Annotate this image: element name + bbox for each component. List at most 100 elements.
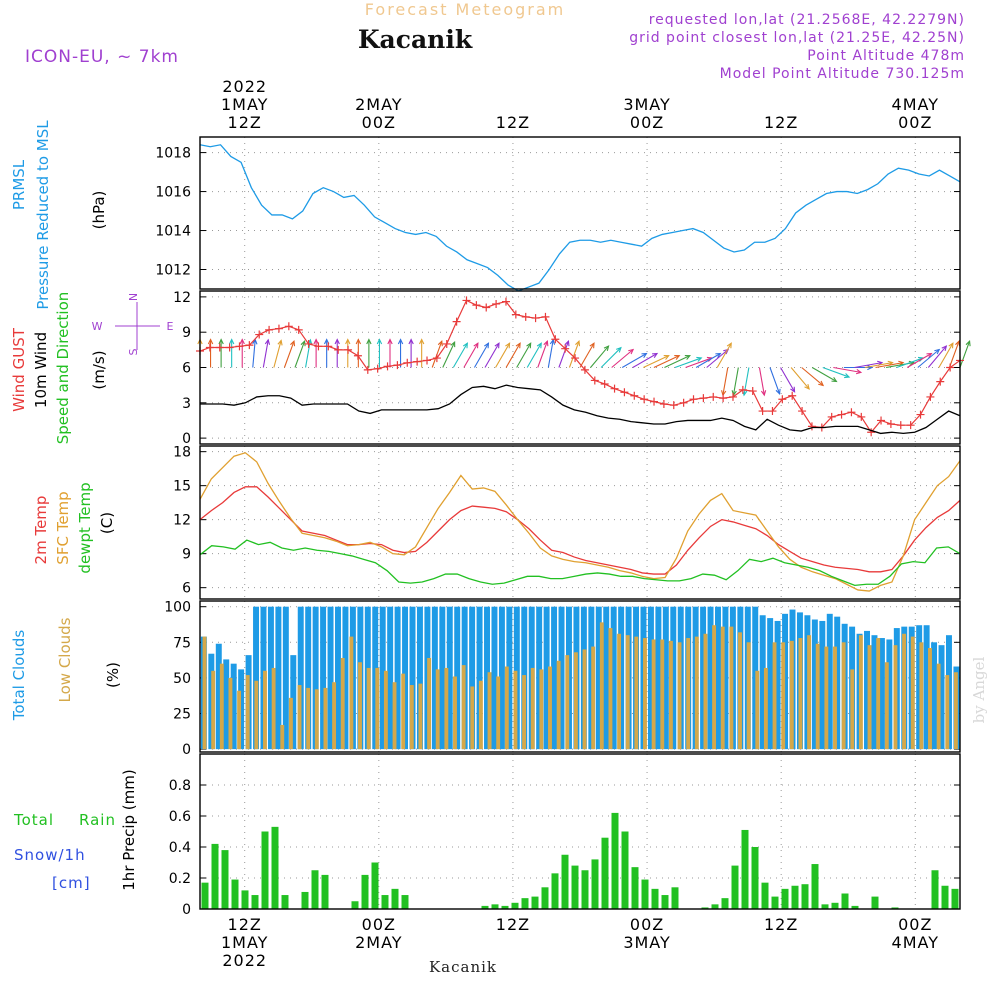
rain-bar (661, 895, 669, 909)
rain-bar (381, 895, 389, 909)
low-cloud-bar (893, 645, 898, 750)
rain-bar (261, 831, 269, 909)
low-cloud-bar (833, 646, 837, 750)
rain-bar (581, 870, 589, 909)
y-tick-label: 0.4 (169, 840, 191, 856)
wind-arrow (811, 367, 837, 382)
total-cloud-bar (722, 606, 729, 750)
rain-bar (241, 890, 249, 909)
low-cloud-bar (850, 669, 855, 750)
low-cloud-bar (444, 667, 449, 750)
rain-bar (221, 850, 229, 909)
gust-point (452, 317, 461, 326)
rain-bar (551, 873, 559, 909)
gust-point (561, 344, 570, 353)
total-cloud-bar (372, 606, 379, 750)
wind-arrow (722, 367, 729, 396)
low-cloud-bar (202, 636, 207, 750)
wind-arrow-head (515, 342, 521, 349)
wind-arrow-head (484, 342, 490, 349)
y-tick-label: 75 (173, 635, 191, 651)
low-cloud-bar (254, 680, 259, 750)
rain-bar (951, 888, 959, 909)
gust-point (896, 421, 905, 430)
total-cloud-bar (469, 606, 476, 750)
low-cloud-bar (660, 639, 665, 750)
low-cloud-bar (349, 636, 354, 750)
wind-arrow (674, 357, 702, 369)
y-tick-label: 0.2 (169, 871, 191, 887)
y-tick-label: 12 (173, 513, 191, 529)
rain-bar (481, 905, 489, 909)
total-cloud-bar (335, 606, 341, 750)
y-tick-label: 0.8 (169, 778, 191, 794)
gust-point (738, 385, 747, 394)
total-cloud-bar (655, 606, 662, 750)
rain-bar (281, 895, 289, 909)
low-cloud-bar (668, 640, 673, 750)
wind-arrow-head (408, 338, 414, 345)
gust-point (857, 412, 866, 421)
rain-bar (841, 893, 849, 909)
low-cloud-bar (340, 657, 345, 750)
low-cloud-bar (288, 697, 293, 750)
wind-arrow (252, 339, 256, 368)
y-tick-label: 18 (173, 445, 191, 461)
bottom-time-label: 00Z (630, 915, 664, 934)
y-tick-label: 0 (182, 431, 191, 447)
low-cloud-bar (738, 632, 742, 750)
rain-bar (831, 902, 839, 909)
total-cloud-bar (305, 606, 312, 750)
wind-arrow (452, 342, 468, 368)
total-cloud-bar (670, 606, 677, 750)
low-cloud-bar (461, 665, 466, 750)
wind-arrow-head (684, 355, 691, 360)
total-cloud-bar (543, 606, 550, 750)
wind-arrow-head (397, 338, 404, 345)
gust-point (798, 407, 807, 416)
wind-arrow (906, 353, 932, 368)
gust-point (748, 387, 757, 396)
total-cloud-bar (342, 606, 349, 750)
low-cloud-bar (772, 642, 777, 750)
wind-arrow-head (726, 342, 732, 349)
total-cloud-bar (379, 606, 386, 750)
low-cloud-bar (720, 626, 725, 750)
wind-arrow-head (228, 338, 235, 345)
total-cloud-bar (238, 669, 245, 750)
wind-speed-dir-label: Speed and Direction (54, 292, 72, 445)
rain-bar (931, 870, 939, 909)
wind-arrow (948, 341, 960, 368)
rain-bar (391, 888, 399, 909)
top-time-label: 2022 (222, 77, 267, 96)
wind-arrow-head (462, 342, 468, 349)
total-cloud-bar (320, 606, 327, 750)
top-time-label: 1MAY (221, 95, 268, 114)
wind-arrow-head (505, 342, 511, 349)
wind-arrow-head (277, 339, 283, 346)
rain-bar (671, 887, 679, 909)
wind-arrow-head (844, 373, 851, 379)
wind-arrow-head (589, 342, 595, 349)
total-cloud-bar (707, 606, 714, 750)
wind-arrow-head (366, 338, 372, 345)
gust-point (423, 356, 432, 365)
gust-point (432, 354, 441, 363)
low-cloud-bar (418, 683, 423, 750)
gust-point (274, 324, 283, 333)
wind-arrow-head (674, 355, 681, 360)
gust-point (334, 345, 343, 354)
rain-bar (571, 865, 579, 909)
rain-bar (591, 859, 599, 909)
y-tick-label: 9 (182, 325, 191, 341)
series-gust (199, 299, 961, 434)
low-cloud-bar (478, 680, 483, 750)
y-tick-label: 0.6 (169, 809, 191, 825)
low-cloud-bar (729, 626, 734, 750)
wind-arrow-head (376, 338, 383, 345)
gust-point (926, 392, 935, 401)
panel-frame (199, 290, 961, 445)
wind-arrow-head (790, 386, 796, 393)
wind-arrow-head (934, 348, 941, 355)
